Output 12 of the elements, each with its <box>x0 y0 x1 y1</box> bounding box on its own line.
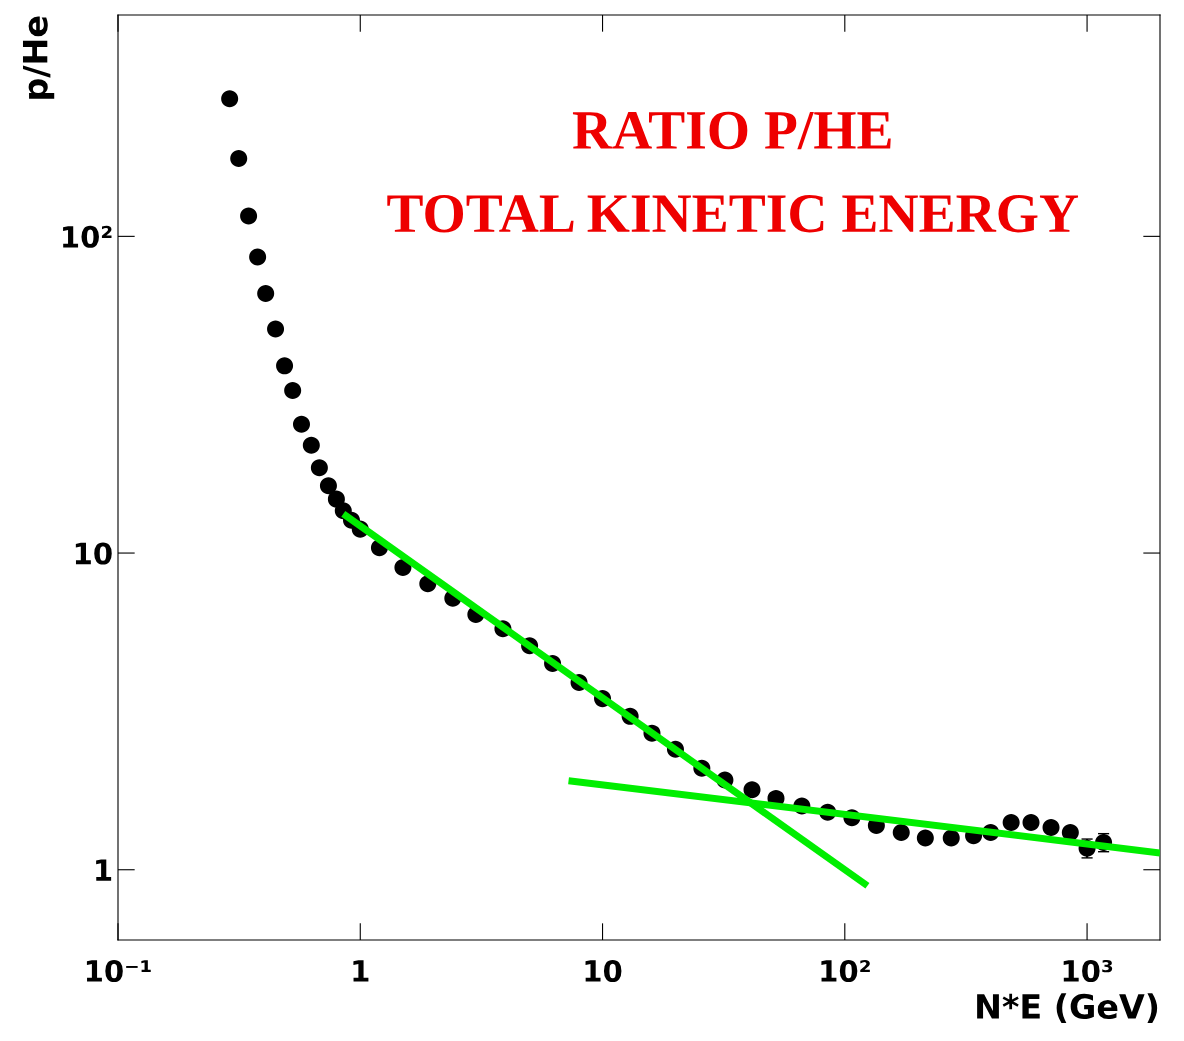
x-tick-label: 1 <box>353 960 369 982</box>
y-axis-title: p/He <box>22 16 55 99</box>
x-tick-label: 10 <box>585 959 622 983</box>
annotation: RATIO P/HE <box>572 111 891 150</box>
x-axis-title: N*E (GeV) <box>977 993 1158 1023</box>
x-tick-label: 10⁻¹ <box>86 959 151 983</box>
x-tick-label: 10² <box>821 959 870 983</box>
y-tick-label: 10 <box>75 542 112 565</box>
y-tick-label: 10² <box>63 225 112 248</box>
annotation: TOTAL KINETIC ENERGY <box>387 195 1079 233</box>
x-tick-label: 10³ <box>1063 959 1113 983</box>
y-tick-label: 1 <box>96 859 112 881</box>
